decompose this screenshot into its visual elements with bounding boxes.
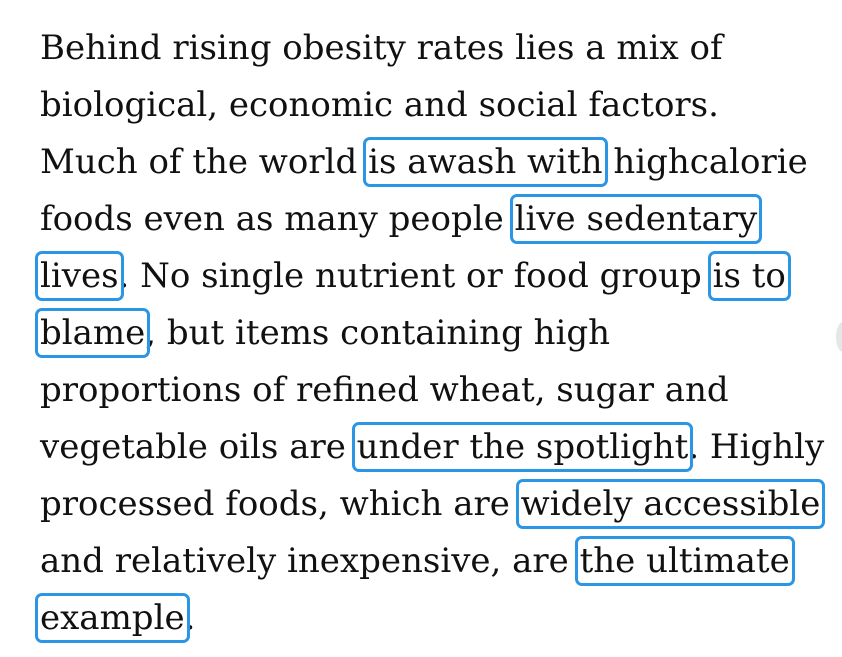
highlight-lives[interactable]: lives: [35, 251, 124, 301]
text-line-1: Behind rising obesity rates lies a mix o…: [40, 28, 723, 68]
text-line-7: proportions of refined wheat, sugar and: [40, 370, 729, 410]
article-paragraph: Behind rising obesity rates lies a mix o…: [34, 20, 840, 647]
highlight-widely-accessible[interactable]: widely accessible: [515, 479, 826, 529]
scroll-indicator: [836, 322, 842, 352]
text-line-5: lives. No single nutrient or food group …: [35, 251, 791, 301]
text-line-8: vegetable oils are under the spotlight. …: [40, 422, 825, 472]
text-line-4: foods even as many people live sedentary: [40, 194, 763, 244]
highlight-example[interactable]: example: [35, 593, 190, 643]
text-line-10: and relatively inexpensive, are the ulti…: [40, 536, 795, 586]
highlight-live-sedentary[interactable]: live sedentary: [509, 194, 763, 244]
highlight-is-awash-with[interactable]: is awash with: [363, 137, 608, 187]
text-line-11: example.: [35, 593, 196, 643]
text-line-3: Much of the world is awash with highcalo…: [40, 137, 808, 187]
text-line-2: biological, economic and social factors.: [40, 85, 719, 125]
highlight-under-the-spotlight[interactable]: under the spotlight: [351, 422, 694, 472]
text-line-9: processed foods, which are widely access…: [40, 479, 826, 529]
text-line-6: blame, but items containing high: [34, 308, 611, 358]
highlight-blame[interactable]: blame: [34, 308, 151, 358]
highlight-the-ultimate[interactable]: the ultimate: [574, 536, 795, 586]
highlight-is-to[interactable]: is to: [707, 251, 791, 301]
